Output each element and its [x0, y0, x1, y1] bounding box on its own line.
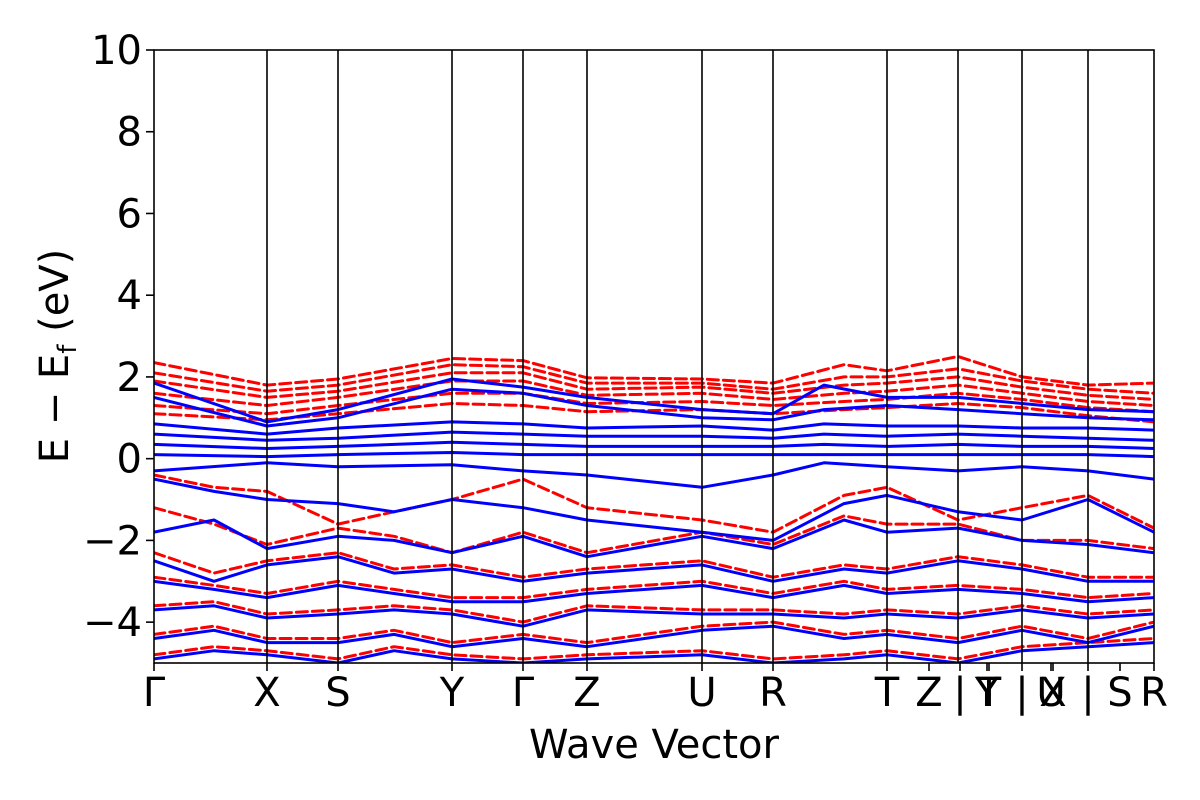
solid-band-line-9 — [154, 555, 1154, 583]
y-tick-label: 10 — [91, 28, 142, 74]
y-tick-label: 4 — [117, 273, 142, 319]
kpoint-label: U — [687, 670, 716, 716]
kpoint-label: Y — [439, 670, 465, 716]
dashed-band-line-2 — [154, 371, 1154, 401]
dashed-band-line-10 — [154, 600, 1154, 624]
solid-band-line-0 — [154, 377, 1154, 424]
kpoint-divider-lines — [266, 50, 1089, 663]
kpoint-label: T — [874, 670, 900, 716]
kpoint-label: Γ — [143, 670, 166, 716]
x-axis-label: Wave Vector — [529, 722, 780, 768]
y-tick-label: −4 — [83, 600, 142, 646]
kpoint-label: U — [1036, 670, 1065, 716]
kpoint-label: | — [1015, 670, 1028, 716]
solid-band-line-13 — [154, 641, 1154, 663]
plot-frame — [153, 49, 1155, 664]
kpoint-label: | — [1081, 670, 1094, 716]
solid-band-line-7 — [154, 477, 1154, 542]
x-axis-kpoint-labels: Γ X S Y Γ Z U R T Z | YT | UX | S R — [143, 663, 1168, 716]
solid-band-line-1 — [154, 387, 1154, 428]
kpoint-label: R — [1140, 670, 1168, 716]
kpoint-label: X — [1039, 670, 1066, 716]
y-tick-label: −2 — [83, 518, 142, 564]
dashed-band-line-1 — [154, 363, 1154, 395]
solid-band-line-6 — [154, 461, 1154, 489]
dashed-band-line-11 — [154, 620, 1154, 645]
solid-band-line-5 — [154, 451, 1154, 459]
y-axis-label-subscript: f — [53, 344, 83, 354]
dashed-band-line-12 — [154, 637, 1154, 661]
kpoint-label: T — [976, 670, 1002, 716]
kpoint-label: X — [253, 670, 280, 716]
y-tick-label: 8 — [117, 110, 142, 156]
solid-band-line-3 — [154, 430, 1154, 442]
kpoint-label: S — [325, 670, 350, 716]
y-axis-label: E − Ef (eV) — [32, 249, 83, 464]
solid-band-line-10 — [154, 579, 1154, 604]
y-axis-label-unit: (eV) — [32, 249, 78, 345]
kpoint-label: Z — [573, 670, 600, 716]
dashed-band-line-7 — [154, 506, 1154, 555]
dashed-band-line-9 — [154, 575, 1154, 600]
dashed-band-line-3 — [154, 379, 1154, 407]
solid-band-line-4 — [154, 440, 1154, 450]
kpoint-label: S — [1107, 670, 1132, 716]
kpoint-label: R — [759, 670, 787, 716]
kpoint-label: Γ — [512, 670, 535, 716]
solid-band-line-2 — [154, 420, 1154, 436]
solid-band-line-12 — [154, 624, 1154, 649]
y-tick-label: 2 — [117, 355, 142, 401]
y-tick-label: 6 — [117, 191, 142, 237]
dashed-band-line-6 — [154, 473, 1154, 534]
y-axis-label-main: E − E — [32, 354, 78, 464]
dashed-band-line-0 — [154, 355, 1154, 387]
bands-layer — [154, 355, 1154, 663]
y-tick-label: 0 — [117, 437, 142, 483]
y-axis-ticks: −4 −2 0 2 4 6 8 10 — [83, 28, 154, 646]
kpoint-label: Z — [915, 670, 942, 716]
solid-band-line-11 — [154, 604, 1154, 628]
kpoint-label: | — [953, 670, 966, 716]
dashed-band-line-8 — [154, 551, 1154, 579]
kpoint-label: Y — [974, 670, 1000, 716]
solid-band-line-8 — [154, 518, 1154, 559]
